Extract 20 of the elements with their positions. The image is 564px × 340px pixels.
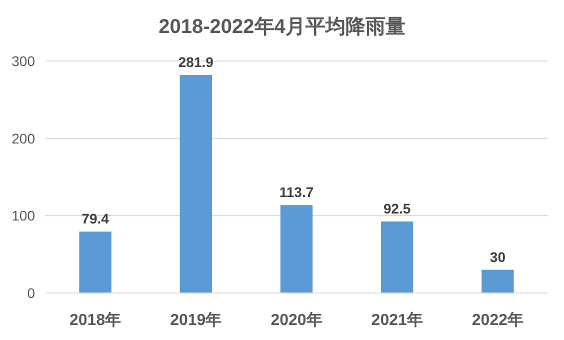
y-tick-label: 200 [12, 130, 36, 146]
bar [79, 232, 112, 293]
x-tick-label: 2019年 [170, 311, 222, 329]
data-label: 113.7 [279, 184, 314, 200]
x-tick-label: 2020年 [270, 311, 322, 329]
bar [180, 74, 212, 293]
chart-title: 2018-2022年4月平均降雨量 [158, 16, 406, 38]
y-tick-label: 0 [27, 285, 36, 301]
bar [280, 205, 313, 293]
x-tick-label: 2021年 [371, 311, 423, 329]
data-label: 281.9 [178, 54, 214, 70]
data-label: 30 [490, 248, 506, 265]
data-label: 79.4 [82, 210, 110, 227]
data-label: 92.5 [383, 200, 411, 216]
x-tick-label: 2018年 [70, 311, 122, 329]
bar [482, 270, 514, 293]
y-tick-label: 100 [12, 208, 36, 224]
y-tick-label: 300 [12, 53, 36, 69]
bar [381, 221, 414, 293]
x-tick-label: 2022年 [472, 311, 524, 329]
